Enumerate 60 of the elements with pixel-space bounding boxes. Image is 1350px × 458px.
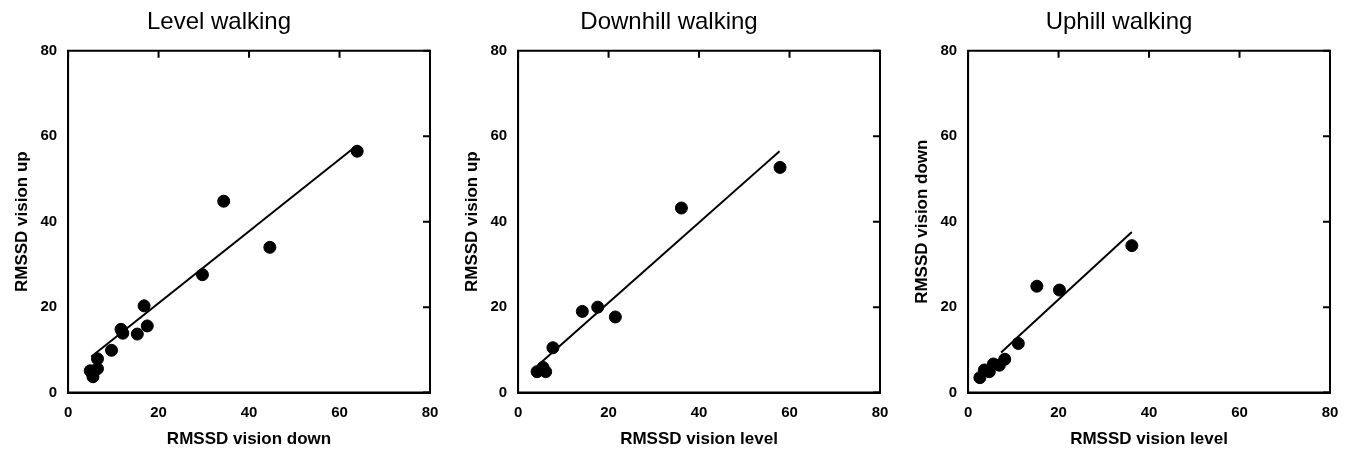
y-tick-label: 40 — [40, 211, 58, 229]
point — [539, 365, 553, 379]
point — [1052, 283, 1066, 297]
y-tick-label: 60 — [940, 126, 958, 144]
y-tick-label: 80 — [490, 40, 508, 58]
x-tick-label: 80 — [871, 402, 889, 420]
y-axis-title: RMSSD vision up — [11, 151, 31, 293]
y-tick-label: 0 — [498, 382, 508, 400]
x-tick-label: 20 — [1050, 402, 1067, 420]
point — [1011, 336, 1025, 350]
x-tick-label: 0 — [513, 402, 523, 420]
x-tick-label: 40 — [690, 402, 708, 420]
point — [591, 300, 605, 314]
chart-title: Level walking — [146, 7, 292, 35]
point — [217, 194, 231, 208]
y-tick-label: 40 — [490, 211, 508, 229]
y-tick-label: 40 — [940, 211, 958, 229]
point — [1125, 239, 1139, 253]
x-axis-title: RMSSD vision level — [1070, 429, 1228, 449]
chart-title: Downhill walking — [580, 7, 758, 35]
x-tick-label: 20 — [600, 402, 617, 420]
x-tick-label: 0 — [963, 402, 973, 420]
point — [140, 319, 154, 333]
y-tick-label: 20 — [40, 297, 58, 315]
point — [998, 352, 1012, 366]
point — [575, 304, 589, 318]
x-axis-title: RMSSD vision down — [166, 429, 332, 449]
x-tick-label: 40 — [1140, 402, 1158, 420]
x-tick-label: 80 — [1321, 402, 1339, 420]
y-tick-label: 80 — [940, 40, 958, 58]
x-tick-label: 80 — [421, 402, 439, 420]
y-tick-label: 0 — [48, 382, 58, 400]
point — [674, 201, 688, 215]
x-tick-label: 20 — [150, 402, 167, 420]
point — [608, 310, 622, 324]
x-tick-label: 40 — [240, 402, 258, 420]
x-tick-label: 60 — [1231, 402, 1248, 420]
y-tick-label: 80 — [40, 40, 58, 58]
point — [105, 343, 119, 357]
y-axis-title: RMSSD vision down — [911, 139, 931, 304]
point — [130, 327, 144, 341]
x-axis-title: RMSSD vision level — [620, 429, 778, 449]
y-tick-label: 0 — [948, 382, 958, 400]
x-tick-label: 60 — [781, 402, 798, 420]
point — [350, 144, 364, 158]
y-tick-label: 20 — [490, 297, 508, 315]
y-axis-title: RMSSD vision up — [461, 151, 481, 293]
point — [773, 160, 787, 174]
point — [546, 341, 560, 355]
point — [263, 240, 277, 254]
x-tick-label: 60 — [331, 402, 348, 420]
point — [195, 268, 209, 282]
y-tick-label: 60 — [490, 126, 508, 144]
y-tick-label: 20 — [940, 297, 958, 315]
point — [90, 352, 104, 366]
y-tick-label: 60 — [40, 126, 58, 144]
x-tick-label: 0 — [63, 402, 73, 420]
point — [1030, 279, 1044, 293]
chart-title: Uphill walking — [1045, 7, 1193, 35]
point — [137, 299, 151, 313]
